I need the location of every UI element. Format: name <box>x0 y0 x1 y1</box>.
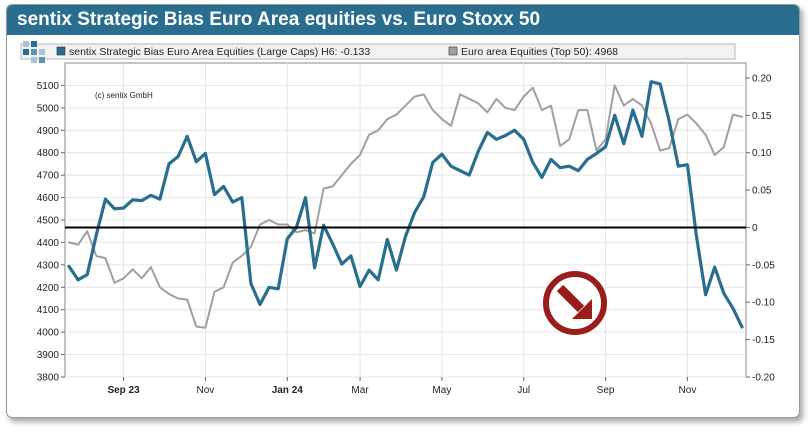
left-tick-label: 5100 <box>37 81 60 92</box>
right-tick-label: -0.05 <box>752 260 775 271</box>
left-axis: 3800 3900 4000 4100 4200 4300 4400 4500 4600 4700… <box>37 81 65 384</box>
right-tick-label: -0.20 <box>752 373 775 384</box>
series-lines <box>67 80 744 329</box>
right-tick-label: 0.20 <box>752 73 772 84</box>
sentix-logo-icon <box>23 41 45 63</box>
left-tick-label: 4000 <box>37 328 60 339</box>
left-tick-label: 3900 <box>37 350 60 361</box>
left-tick-label: 4400 <box>37 238 60 249</box>
right-tick-label: 0.15 <box>752 111 772 122</box>
copyright-annotation: (c) sentix GmbH <box>95 91 153 100</box>
right-tick-label: -0.15 <box>752 335 775 346</box>
legend-label-eurostoxx: Euro area Equities (Top 50): 4968 <box>461 46 618 58</box>
left-tick-label: 5000 <box>37 103 60 114</box>
left-tick-label: 4600 <box>37 193 60 204</box>
left-tick-label: 4700 <box>37 171 60 182</box>
left-tick-label: 4900 <box>37 126 60 137</box>
legend-swatch-sentix <box>56 46 66 56</box>
x-tick-label: May <box>432 385 451 396</box>
x-tick-label: Jan 24 <box>272 385 304 396</box>
series-line-sentix <box>67 80 744 329</box>
left-tick-label: 4200 <box>37 283 60 294</box>
arrow-down-right-icon <box>543 271 607 335</box>
series-line-eurostoxx <box>68 84 743 329</box>
x-axis: Sep 23 Nov Jan 24 Mar May Jul Sep Nov <box>107 377 696 396</box>
right-tick-label: -0.10 <box>752 298 775 309</box>
chart-title: sentix Strategic Bias Euro Area equities… <box>17 9 541 30</box>
left-tick-label: 4500 <box>37 216 60 227</box>
left-tick-label: 4300 <box>37 260 60 271</box>
right-tick-label: 0.10 <box>752 148 772 159</box>
x-tick-label: Mar <box>351 385 369 396</box>
chart-svg: sentix Strategic Bias Euro Area Equities… <box>20 41 775 396</box>
x-tick-label: Jul <box>517 385 530 396</box>
x-tick-label: Nov <box>679 385 697 396</box>
chart-panel: sentix Strategic Bias Euro Area equities… <box>6 4 800 418</box>
x-tick-label: Sep <box>597 385 615 396</box>
title-bar: sentix Strategic Bias Euro Area equities… <box>7 5 799 35</box>
right-tick-label: 0.05 <box>752 186 772 197</box>
left-tick-label: 3800 <box>37 373 60 384</box>
right-tick-label: 0 <box>752 223 758 234</box>
legend-strip <box>20 43 736 60</box>
left-tick-label: 4100 <box>37 305 60 316</box>
right-axis: -0.20 -0.15 -0.10 -0.05 0 0.05 0.10 0.15 0.20 <box>746 73 775 384</box>
legend-swatch-eurostoxx <box>448 46 458 56</box>
left-tick-label: 4800 <box>37 148 60 159</box>
x-tick-label: Nov <box>197 385 215 396</box>
legend-label-sentix: sentix Strategic Bias Euro Area Equities… <box>69 46 370 58</box>
x-tick-label: Sep 23 <box>107 385 140 396</box>
